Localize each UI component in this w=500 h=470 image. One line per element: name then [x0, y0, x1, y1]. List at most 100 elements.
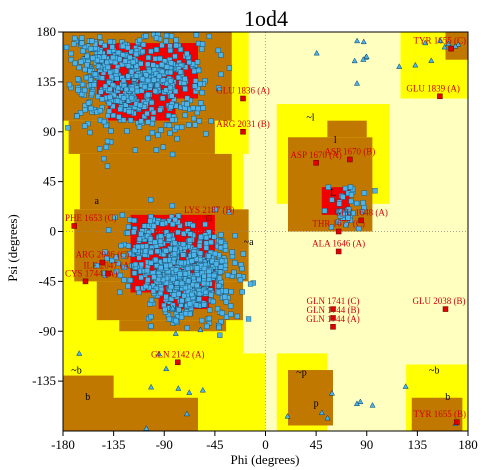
residue-point	[125, 230, 131, 236]
residue-point	[213, 261, 219, 267]
residue-point	[169, 93, 175, 99]
residue-point	[175, 213, 182, 219]
residue-point	[149, 100, 155, 106]
residue-point	[240, 251, 246, 257]
residue-point	[182, 112, 188, 118]
residue-point	[79, 91, 85, 97]
residue-point	[218, 232, 224, 238]
residue-point	[346, 206, 352, 212]
residue-point	[218, 264, 224, 270]
residue-point	[108, 128, 114, 134]
residue-point	[168, 284, 174, 290]
residue-point	[145, 55, 152, 61]
residue-point	[148, 323, 154, 329]
residue-point	[123, 86, 130, 93]
residue-point	[209, 258, 215, 264]
residue-point	[218, 239, 224, 245]
residue-point	[154, 248, 160, 254]
outlier-point	[330, 315, 336, 321]
residue-point	[84, 53, 90, 59]
glycine-point	[199, 386, 206, 393]
residue-point	[172, 217, 178, 223]
residue-point	[211, 234, 217, 240]
residue-point	[232, 260, 238, 266]
residue-point	[167, 69, 174, 76]
residue-point	[167, 84, 174, 91]
residue-point	[151, 77, 157, 83]
residue-point	[148, 197, 154, 203]
residue-point	[198, 100, 204, 106]
residue-point	[173, 37, 179, 43]
outlier-label: ILE 2047 (A)	[84, 261, 133, 271]
outlier-point	[335, 248, 342, 255]
residue-point	[148, 314, 154, 320]
residue-point	[192, 83, 198, 89]
residue-point	[137, 102, 143, 108]
residue-point	[343, 222, 349, 228]
region-label: L	[330, 188, 336, 199]
glycine-point	[324, 414, 331, 421]
residue-point	[105, 64, 111, 70]
residue-point	[204, 323, 210, 329]
residue-point	[79, 40, 85, 46]
residue-point	[208, 292, 214, 298]
residue-point	[169, 151, 176, 158]
residue-point	[203, 234, 210, 241]
residue-point	[76, 64, 82, 71]
residue-point	[104, 59, 110, 66]
residue-point	[160, 144, 166, 150]
residue-point	[160, 77, 166, 83]
residue-point	[239, 289, 245, 295]
residue-point	[200, 105, 206, 111]
y-tick-label: -90	[39, 323, 56, 338]
glycine-point	[360, 56, 367, 62]
residue-point	[172, 88, 179, 95]
residue-point	[187, 231, 193, 237]
residue-point	[114, 75, 120, 82]
residue-point	[186, 122, 192, 128]
x-tick-label: 180	[458, 437, 478, 452]
residue-point	[135, 244, 141, 250]
residue-point	[345, 215, 351, 221]
region-label: ~p	[296, 368, 306, 379]
residue-point	[159, 68, 165, 75]
glycine-point	[437, 37, 444, 43]
residue-point	[222, 294, 228, 300]
glycine-point	[445, 40, 452, 47]
residue-point	[79, 35, 85, 41]
residue-point	[247, 281, 254, 287]
residue-point	[140, 42, 147, 48]
residue-point	[79, 81, 86, 88]
residue-point	[185, 288, 191, 295]
residue-point	[82, 87, 88, 93]
residue-point	[126, 251, 132, 257]
residue-point	[187, 301, 193, 307]
residue-point	[144, 233, 151, 239]
residue-point	[131, 229, 137, 235]
residue-point	[125, 73, 131, 79]
residue-point	[180, 241, 186, 247]
residue-point	[106, 49, 112, 55]
glycine-point	[186, 389, 193, 395]
residue-point	[107, 39, 113, 45]
residue-point	[147, 218, 153, 224]
glycine-point	[172, 330, 179, 336]
residue-point	[72, 60, 78, 66]
outlier-point	[82, 278, 89, 285]
residue-point	[232, 233, 238, 239]
residue-point	[228, 311, 234, 317]
residue-point	[196, 276, 202, 283]
residue-point	[92, 71, 98, 77]
residue-point	[163, 262, 169, 269]
residue-point	[206, 315, 213, 322]
residue-point	[348, 192, 355, 198]
residue-point	[150, 109, 157, 116]
outlier-point	[240, 95, 246, 102]
residue-point	[191, 115, 197, 122]
residue-point	[117, 272, 123, 279]
glycine-point	[452, 42, 459, 49]
residue-point	[335, 219, 342, 225]
residue-point	[173, 267, 180, 273]
residue-point	[157, 107, 163, 113]
residue-point	[87, 68, 93, 74]
